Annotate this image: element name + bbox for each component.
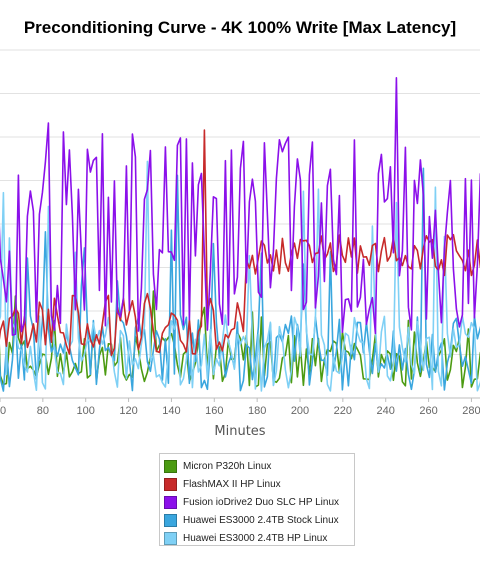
chart-legend: Micron P320h Linux FlashMAX II HP Linux Fu… <box>159 453 355 546</box>
legend-swatch <box>164 459 177 473</box>
x-tick-label: 80 <box>37 405 49 417</box>
x-tick-label: 160 <box>205 405 223 417</box>
series-line-5 <box>0 160 480 392</box>
x-tick-label: 60 <box>0 405 6 417</box>
x-axis-label: Minutes <box>214 424 266 439</box>
chart-title: Preconditioning Curve - 4K 100% Write [M… <box>23 18 457 37</box>
legend-label: Micron P320h Linux <box>183 460 272 472</box>
legend-swatch <box>164 495 177 509</box>
legend-swatch <box>164 477 177 491</box>
x-tick-label: 220 <box>334 405 352 417</box>
legend-label: Huawei ES3000 2.4TB Stock Linux <box>183 514 339 526</box>
x-tick-label: 100 <box>77 405 95 417</box>
x-tick-label: 240 <box>377 405 395 417</box>
legend-item[interactable]: Huawei ES3000 2.4TB HP Linux <box>164 529 354 547</box>
legend-swatch <box>164 513 177 527</box>
legend-item[interactable]: Huawei ES3000 2.4TB Stock Linux <box>164 511 354 529</box>
x-tick-label: 180 <box>248 405 266 417</box>
legend-label: Fusion ioDrive2 Duo SLC HP Linux <box>183 496 340 508</box>
x-tick-label: 120 <box>119 405 137 417</box>
chart-plot-area: 60 80 100 120 140 160 180 200 220 240 260 280 <box>0 49 480 417</box>
legend-label: FlashMAX II HP Linux <box>183 478 281 490</box>
legend-item[interactable]: Fusion ioDrive2 Duo SLC HP Linux <box>164 493 354 511</box>
series-line-4 <box>0 167 480 392</box>
x-tick-label: 260 <box>419 405 437 417</box>
x-tick-label: 200 <box>291 405 309 417</box>
series-line-3 <box>0 77 480 336</box>
legend-label: Huawei ES3000 2.4TB HP Linux <box>183 532 328 544</box>
x-tick-label: 280 <box>462 405 480 417</box>
legend-item[interactable]: Micron P320h Linux <box>164 457 354 475</box>
x-tick-label: 140 <box>162 405 180 417</box>
legend-swatch <box>164 531 177 545</box>
legend-item[interactable]: FlashMAX II HP Linux <box>164 475 354 493</box>
